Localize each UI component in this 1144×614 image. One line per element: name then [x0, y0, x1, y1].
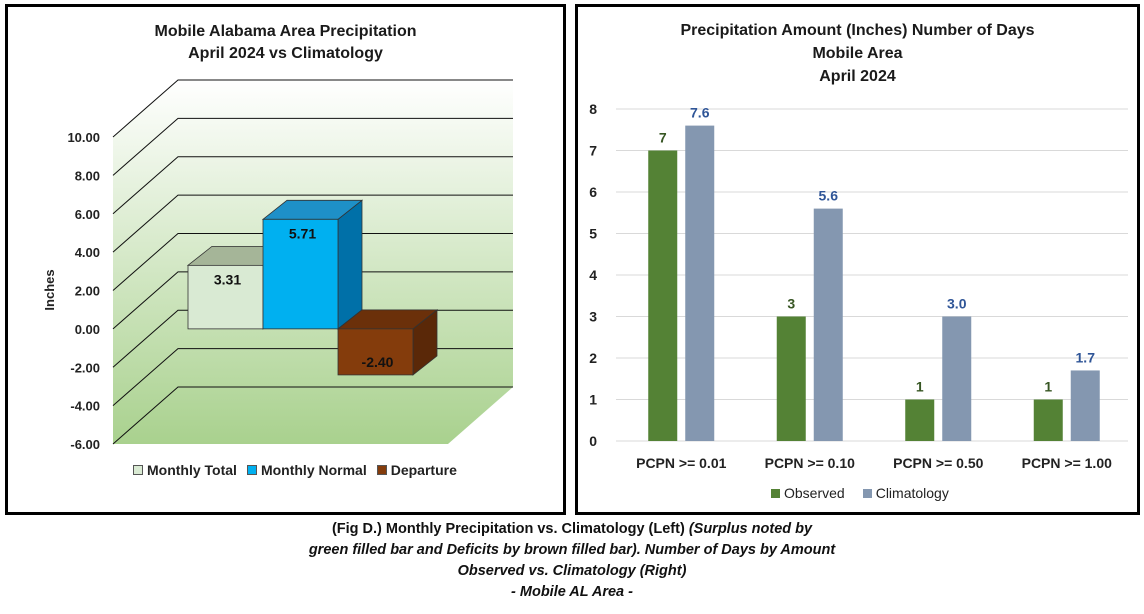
bar-departure-front: [337, 328, 414, 376]
gridline: [112, 194, 513, 253]
data-label: 1: [916, 379, 924, 395]
bar-monthly-normal: [261, 199, 364, 330]
bar-observed: [905, 399, 935, 441]
legend-label-climatology: Climatology: [875, 485, 949, 501]
bar-climatology: [942, 316, 972, 441]
y-tick-label: 7: [589, 143, 597, 159]
data-label: 3.0: [947, 296, 967, 312]
right-chart-plot: 8 7 6 5 4 3 2 1 0 7 7.6 PCPN >= 0.01 3 5.6 PCPN >= 0.1…: [589, 101, 1128, 471]
gridline: [112, 233, 513, 291]
legend-item-climatology: Climatology: [862, 485, 949, 501]
data-label: 5.71: [289, 225, 316, 241]
legend-label-monthly-normal: Monthly Normal: [260, 462, 367, 478]
y-tick-label: -4.00: [70, 399, 100, 414]
y-tick-label: 0: [589, 433, 597, 449]
caption-line-4: - Mobile AL Area -: [511, 584, 633, 600]
y-tick-label: 8: [589, 101, 597, 117]
bar-climatology: [685, 125, 715, 441]
y-tick-label: 6.00: [75, 207, 100, 222]
data-label: -2.40: [362, 354, 394, 370]
y-axis-label: Inches: [42, 269, 57, 310]
legend-swatch-monthly-normal: [246, 465, 257, 475]
x-tick-label: PCPN >= 0.01: [636, 455, 726, 471]
left-chart-legend: Monthly Total Monthly Normal Departure: [133, 462, 467, 478]
legend-item-monthly-normal: Monthly Normal: [246, 462, 367, 478]
gridline: [112, 117, 513, 176]
y-tick-label: 10.00: [67, 130, 100, 145]
bar-monthly-normal-front: [262, 218, 339, 330]
bar-monthly-normal-side: [337, 199, 363, 330]
right-chart-subtitle-2: April 2024: [819, 68, 896, 85]
y-tick-label: -6.00: [70, 437, 100, 452]
legend-swatch-observed: [771, 488, 780, 498]
bar-observed: [776, 316, 806, 441]
caption-line-2: green filled bar and Deficits by brown f…: [308, 542, 836, 558]
caption-line-3: Observed vs. Climatology (Right): [457, 563, 687, 579]
y-tick-label: -2.00: [70, 360, 100, 375]
legend-label-monthly-total: Monthly Total: [147, 462, 237, 478]
gridline: [112, 156, 513, 215]
data-label: 3.31: [214, 271, 241, 287]
legend-label-observed: Observed: [784, 485, 845, 501]
x-tick-label: PCPN >= 1.00: [1022, 455, 1112, 471]
right-chart-title: Precipitation Amount (Inches) Number of …: [680, 22, 1035, 39]
data-label: 1: [1044, 379, 1052, 395]
data-label: 3: [787, 296, 795, 312]
gridline: [112, 386, 513, 445]
y-tick-label: 4.00: [75, 245, 100, 260]
bar-departure: [336, 309, 439, 376]
left-chart-panel: Mobile Alabama Area Precipitation April …: [5, 4, 566, 515]
gridline: [112, 79, 513, 138]
left-chart-plot: 10.00 8.00 6.00 4.00 2.00 0.00 -2.00 -4.00 -6.00…: [42, 79, 513, 452]
gridline: [112, 271, 513, 330]
legend-swatch-departure: [376, 465, 387, 475]
right-chart-panel: Precipitation Amount (Inches) Number of …: [575, 4, 1140, 515]
y-tick-label: 0.00: [75, 322, 100, 337]
data-label: 1.7: [1076, 349, 1096, 365]
x-tick-label: PCPN >= 0.50: [893, 455, 983, 471]
legend-swatch-climatology: [862, 488, 872, 498]
caption-line-1: (Fig D.) Monthly Precipitation vs. Clima…: [0, 519, 1144, 540]
y-tick-label: 1: [589, 392, 597, 408]
y-tick-label: 2.00: [75, 284, 100, 299]
figure-caption: (Fig D.) Monthly Precipitation vs. Clima…: [0, 519, 1144, 603]
legend-item-departure: Departure: [376, 462, 457, 478]
y-tick-label: 4: [589, 267, 597, 283]
caption-line-1-bold: (Fig D.) Monthly Precipitation vs. Clima…: [331, 521, 689, 537]
bar-observed: [648, 150, 678, 441]
left-chart-subtitle: April 2024 vs Climatology: [188, 45, 383, 62]
bar-climatology: [1070, 370, 1100, 441]
legend-label-departure: Departure: [390, 462, 457, 478]
y-tick-label: 2: [589, 350, 597, 366]
data-label: 7.6: [690, 105, 710, 121]
caption-line-1-italic: (Surplus noted by: [688, 521, 813, 537]
data-label: 5.6: [819, 188, 839, 204]
bar-observed: [1033, 399, 1063, 441]
right-chart-legend: Observed Climatology: [771, 485, 959, 501]
legend-item-observed: Observed: [771, 485, 853, 501]
y-tick-label: 5: [589, 226, 597, 242]
legend-swatch-monthly-total: [133, 465, 143, 475]
right-chart-subtitle: Mobile Area: [812, 45, 903, 62]
left-chart-title: Mobile Alabama Area Precipitation: [154, 23, 417, 40]
y-tick-label: 3: [589, 309, 597, 325]
y-tick-label: 8.00: [75, 168, 100, 183]
data-label: 7: [659, 130, 667, 146]
x-tick-label: PCPN >= 0.10: [765, 455, 855, 471]
bar-climatology: [813, 208, 843, 441]
legend-item-monthly-total: Monthly Total: [133, 462, 237, 478]
y-tick-label: 6: [589, 184, 597, 200]
